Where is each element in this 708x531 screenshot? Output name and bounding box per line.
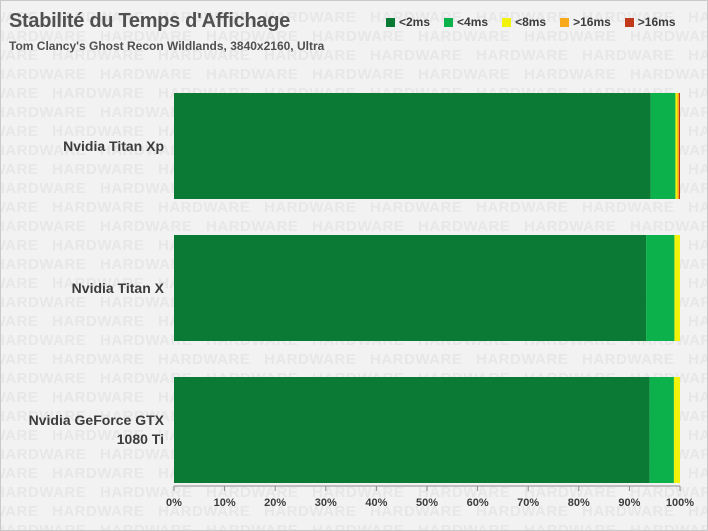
bar-segment [673, 377, 680, 483]
chart-subtitle: Tom Clancy's Ghost Recon Wildlands, 3840… [9, 39, 325, 53]
legend-swatch [444, 17, 454, 27]
legend-label: <2ms [399, 15, 431, 29]
bar-segment [174, 93, 651, 199]
bar-segment [678, 93, 680, 199]
x-tick-label: 20% [264, 497, 286, 509]
x-tick-label: 10% [214, 497, 236, 509]
legend-item: >16ms [624, 15, 676, 29]
x-tick-label: 60% [467, 497, 489, 509]
legend-item: >16ms [560, 15, 611, 29]
bar-segment [649, 377, 674, 483]
bar-segment [650, 93, 676, 199]
legend-swatch [560, 17, 570, 27]
bar-segment [677, 93, 679, 199]
x-tick-label: 0% [166, 497, 182, 509]
x-tick-label: 50% [416, 497, 438, 509]
category-label: Nvidia Titan Xp [63, 137, 164, 154]
legend: <2ms <4ms <8ms >16ms >16ms [386, 15, 676, 29]
legend-item: <4ms [444, 15, 488, 29]
legend-label: >16ms [637, 15, 676, 29]
x-tick-label: 90% [618, 497, 640, 509]
bar-segment [174, 235, 647, 341]
bar-segment [675, 93, 678, 199]
x-tick-label: 30% [315, 497, 337, 509]
legend-swatch [624, 17, 634, 27]
bar-segment [646, 235, 675, 341]
legend-label: <8ms [515, 15, 547, 29]
category-label: Nvidia GeForce GTX 1080 Ti [28, 412, 164, 447]
x-tick-label: 100% [666, 497, 694, 509]
bar-segment [174, 377, 650, 483]
legend-item: <2ms [386, 15, 430, 29]
legend-label: <4ms [457, 15, 489, 29]
x-tick-label: 70% [517, 497, 539, 509]
legend-swatch [502, 17, 512, 27]
category-label: Nvidia Titan X [71, 279, 164, 296]
x-tick-label: 40% [365, 497, 387, 509]
legend-label: >16ms [573, 15, 611, 29]
x-tick-label: 80% [568, 497, 590, 509]
legend-swatch [386, 17, 395, 27]
legend-item: <8ms [502, 15, 546, 29]
chart-title: Stabilité du Temps d'Affichage [9, 10, 290, 32]
bar-segment [674, 235, 680, 341]
